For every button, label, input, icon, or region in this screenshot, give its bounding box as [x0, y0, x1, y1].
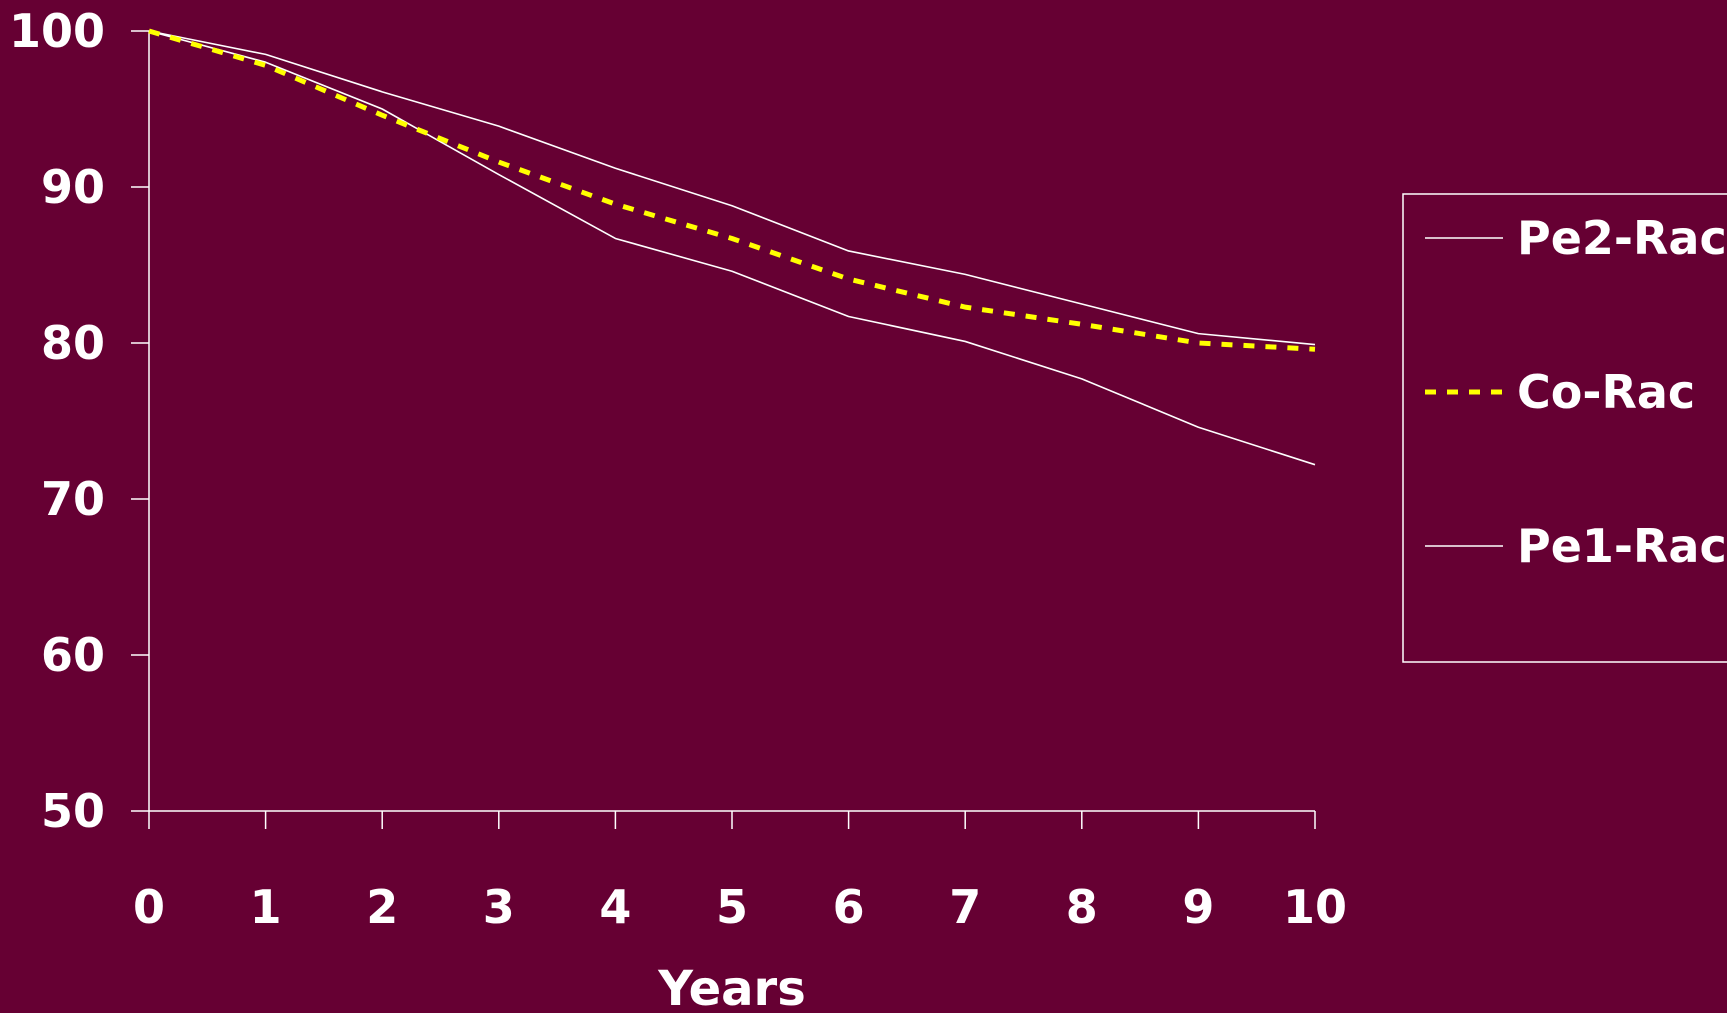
series-line-pe1-rac	[148, 30, 1316, 466]
x-tick-label: 6	[833, 880, 865, 934]
x-tick-label: 7	[949, 880, 981, 934]
x-tick-label: 9	[1182, 880, 1214, 934]
x-tick-label: 10	[1283, 880, 1347, 934]
x-tick-label: 3	[483, 880, 515, 934]
x-tick-label: 8	[1066, 880, 1098, 934]
y-tick-label: 60	[41, 628, 105, 682]
x-tick-label: 1	[250, 880, 282, 934]
x-tick-label: 5	[716, 880, 748, 934]
x-tick-label: 2	[366, 880, 398, 934]
legend-box	[1402, 193, 1727, 663]
x-ticks: 0 1 2 3 4 5 6 7 8 9 10	[133, 811, 1347, 934]
legend-label-co-rac: Co-Rac	[1517, 365, 1695, 419]
y-ticks: 100 90 80 70 60 50	[9, 4, 149, 838]
legend-label-pe2-rac: Pe2-Rac	[1517, 211, 1727, 265]
y-tick-label: 90	[41, 160, 105, 214]
axes	[148, 31, 1315, 812]
series-line-pe2-rac	[148, 30, 1316, 346]
series-line-co-rac	[148, 28, 1316, 352]
legend: Pe2-Rac Co-Rac Pe1-Rac	[1402, 193, 1727, 663]
x-tick-label: 0	[133, 880, 165, 934]
x-tick-label: 4	[599, 880, 631, 934]
y-tick-label: 100	[9, 4, 105, 58]
series-lines	[148, 28, 1316, 466]
x-axis-title: Years	[657, 961, 806, 1013]
legend-label-pe1-rac: Pe1-Rac	[1517, 519, 1727, 573]
y-tick-label: 80	[41, 316, 105, 370]
y-tick-label: 70	[41, 472, 105, 526]
y-tick-label: 50	[41, 784, 105, 838]
